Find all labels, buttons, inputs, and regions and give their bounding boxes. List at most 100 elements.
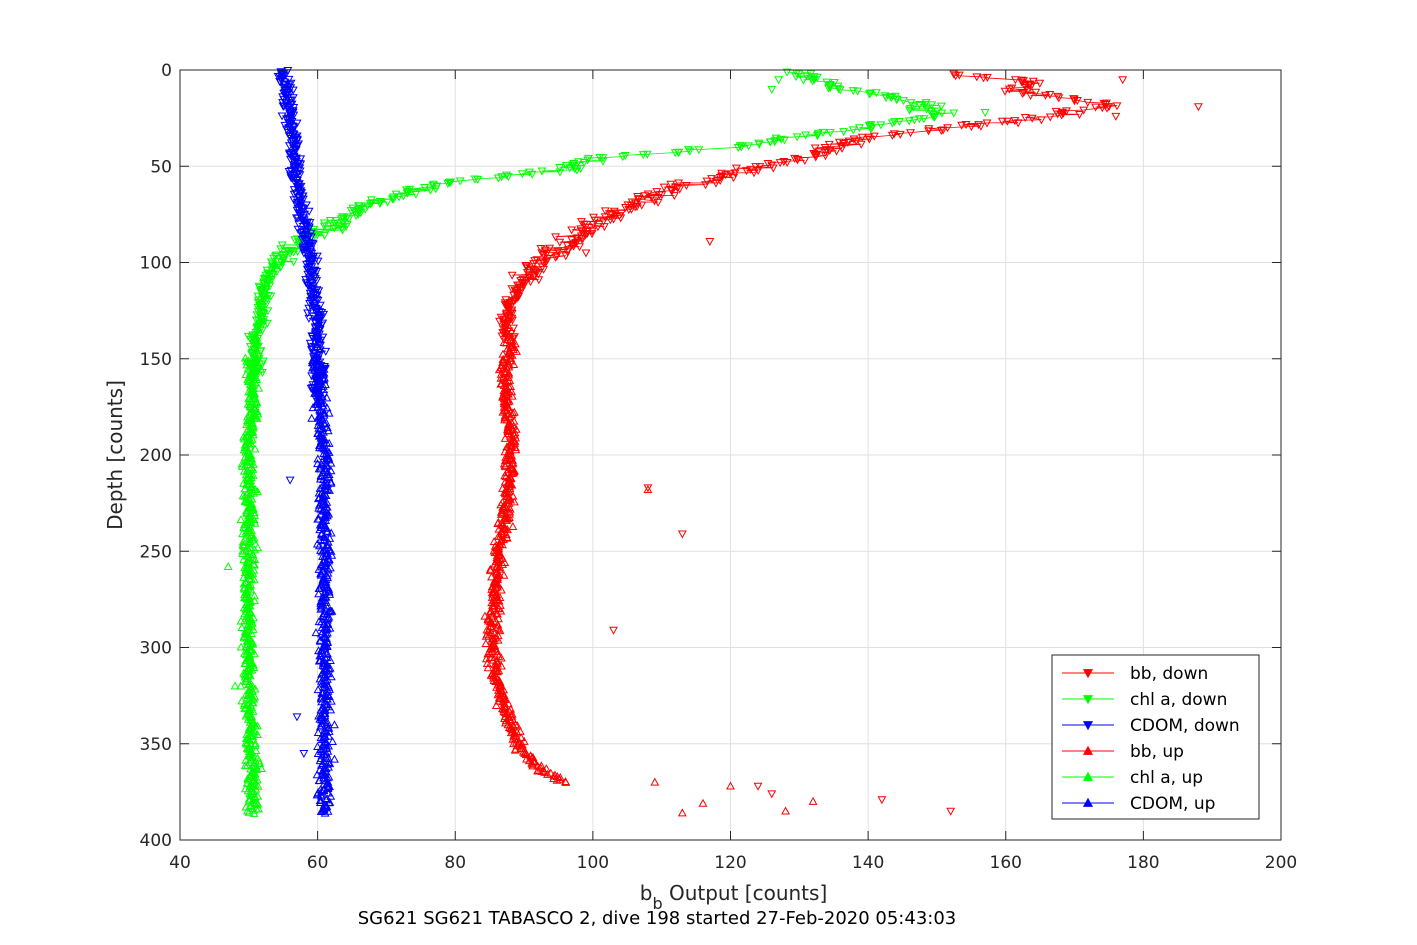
- data-point: [1104, 103, 1114, 112]
- data-point: [316, 806, 326, 815]
- data-point: [245, 653, 255, 662]
- data-point: [499, 319, 509, 328]
- data-point: [742, 167, 751, 176]
- data-point: [774, 76, 784, 85]
- data-point: [553, 247, 563, 256]
- data-point: [949, 109, 959, 118]
- data-point: [485, 653, 495, 662]
- data-point: [238, 529, 248, 538]
- data-point: [504, 478, 514, 487]
- data-point: [342, 213, 352, 222]
- data-point: [508, 334, 518, 343]
- data-point: [320, 709, 330, 718]
- data-point: [255, 326, 265, 335]
- data-point: [512, 346, 522, 355]
- data-point: [244, 794, 254, 803]
- data-point: [266, 292, 276, 301]
- data-point: [301, 279, 311, 288]
- data-point: [1036, 116, 1046, 125]
- data-point: [561, 252, 571, 261]
- data-point: [974, 121, 983, 130]
- data-point: [729, 174, 738, 183]
- data-point: [431, 185, 441, 194]
- series-0: [495, 70, 1203, 816]
- data-point: [243, 666, 253, 675]
- data-point: [808, 796, 818, 805]
- data-point: [581, 249, 591, 258]
- data-point: [223, 562, 233, 571]
- data-point: [563, 248, 573, 257]
- data-point: [809, 76, 819, 85]
- data-point: [904, 117, 914, 126]
- data-point: [323, 484, 333, 493]
- data-point: [304, 304, 314, 313]
- data-point: [426, 186, 435, 195]
- data-point: [239, 520, 249, 529]
- data-point: [324, 453, 334, 462]
- data-point: [272, 268, 282, 277]
- data-point: [375, 198, 385, 207]
- data-point: [325, 797, 335, 806]
- data-point: [1041, 91, 1050, 100]
- data-point: [1091, 103, 1101, 112]
- data-point: [572, 166, 582, 175]
- data-point: [1072, 97, 1082, 106]
- x-tick-label: 60: [307, 853, 329, 873]
- data-point: [244, 373, 254, 382]
- data-point: [322, 615, 332, 624]
- data-point: [1035, 79, 1045, 88]
- data-point: [555, 164, 565, 173]
- data-point: [508, 522, 518, 531]
- x-axis-label-subscript: b: [652, 894, 662, 913]
- data-point: [315, 722, 325, 731]
- data-point: [570, 165, 580, 174]
- data-point: [527, 170, 537, 179]
- data-point: [744, 142, 754, 151]
- data-point: [483, 649, 493, 658]
- data-point: [240, 761, 250, 770]
- data-point: [277, 241, 287, 250]
- data-point: [504, 495, 514, 504]
- data-point: [504, 498, 514, 507]
- data-point: [825, 82, 835, 91]
- data-point: [561, 777, 571, 786]
- data-point: [288, 86, 298, 95]
- data-point: [250, 738, 260, 747]
- data-point: [653, 198, 663, 207]
- data-point: [326, 528, 336, 537]
- data-point: [726, 170, 735, 179]
- data-point: [316, 604, 326, 613]
- data-point: [480, 611, 490, 620]
- data-point: [322, 660, 332, 669]
- data-point: [555, 168, 565, 177]
- data-point: [289, 258, 298, 267]
- data-point: [286, 174, 296, 183]
- data-point: [245, 539, 255, 548]
- data-point: [537, 249, 547, 258]
- data-point: [890, 118, 900, 127]
- y-tick-label: 150: [140, 350, 172, 370]
- data-point: [599, 217, 608, 226]
- y-axis-label: Depth [counts]: [103, 380, 127, 530]
- data-point: [250, 545, 260, 554]
- data-point: [307, 413, 317, 422]
- data-point: [951, 72, 961, 81]
- data-point: [296, 160, 306, 169]
- data-point: [295, 212, 305, 221]
- data-point: [494, 693, 504, 702]
- data-point: [534, 276, 544, 285]
- data-point: [330, 219, 340, 228]
- data-point: [291, 147, 300, 156]
- data-point: [314, 775, 324, 784]
- data-point: [330, 754, 339, 763]
- data-point: [316, 462, 326, 471]
- data-point: [316, 545, 325, 554]
- data-point: [245, 543, 255, 552]
- data-point: [871, 89, 881, 98]
- data-point: [236, 642, 246, 651]
- data-point: [249, 719, 259, 728]
- data-point: [925, 107, 935, 116]
- data-point: [320, 658, 330, 667]
- data-point: [270, 252, 280, 261]
